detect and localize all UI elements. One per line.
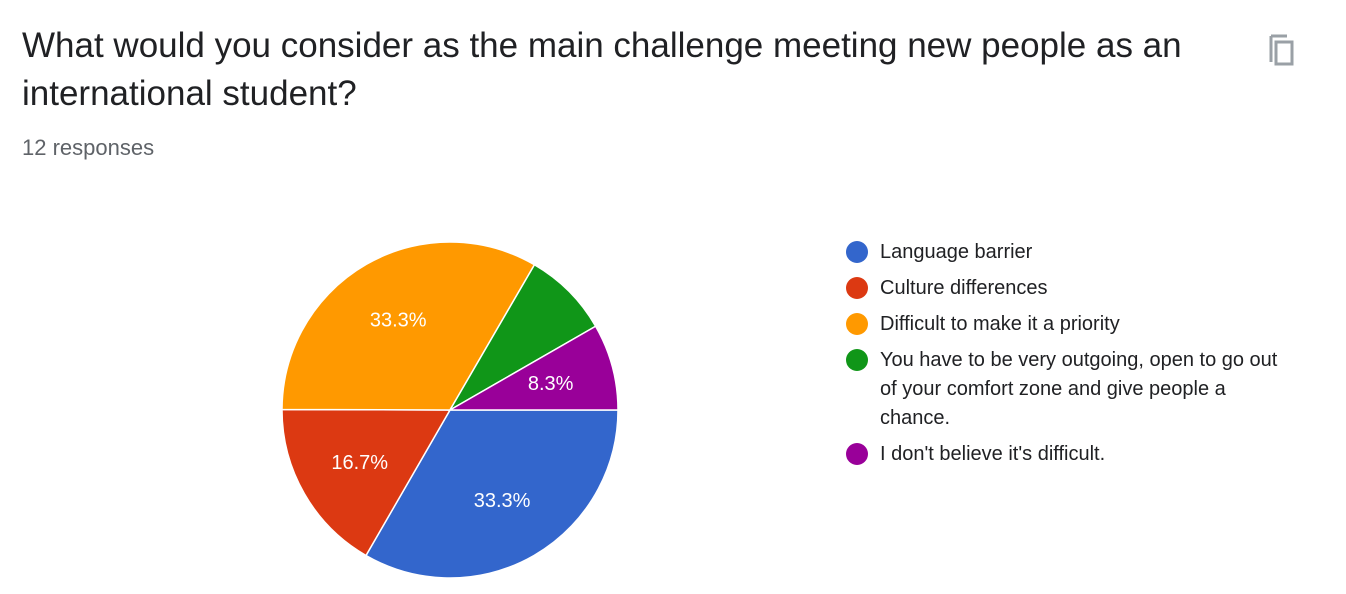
legend-label-2: Difficult to make it a priority bbox=[880, 313, 1120, 335]
legend-swatch-1 bbox=[846, 277, 868, 299]
pie-slice-4[interactable] bbox=[447, 325, 619, 411]
legend-label-1: Culture differences bbox=[880, 277, 1048, 299]
legend-swatch-2 bbox=[846, 313, 868, 335]
question-title: What would you consider as the main chal… bbox=[22, 26, 1182, 113]
pie-slice-2[interactable] bbox=[281, 241, 536, 411]
legend-item-0[interactable]: Language barrier bbox=[846, 238, 1286, 267]
legend-swatch-3 bbox=[846, 349, 868, 371]
legend-label-0: Language barrier bbox=[880, 241, 1033, 263]
legend-label-4: I don't believe it's difficult. bbox=[880, 443, 1106, 465]
legend-item-3[interactable]: You have to be very outgoing, open to go… bbox=[846, 346, 1286, 433]
slice-label-4: 8.3% bbox=[528, 373, 574, 395]
slice-label-0: 33.3% bbox=[474, 490, 531, 512]
slice-label-2: 33.3% bbox=[370, 310, 427, 332]
legend-label-3: You have to be very outgoing, open to go… bbox=[880, 349, 1278, 429]
pie-slice-3[interactable] bbox=[447, 263, 597, 413]
copy-icon[interactable] bbox=[1262, 30, 1296, 70]
slice-label-1: 16.7% bbox=[331, 452, 388, 474]
legend-swatch-0 bbox=[846, 241, 868, 263]
pie-slice-1[interactable] bbox=[281, 408, 452, 557]
pie-chart: 33.3% 16.7% 33.3% 8.3% bbox=[281, 241, 619, 579]
legend-swatch-4 bbox=[846, 443, 868, 465]
legend-item-1[interactable]: Culture differences bbox=[846, 274, 1286, 303]
response-count: 12 responses bbox=[22, 135, 155, 160]
pie-slice-0[interactable] bbox=[364, 409, 619, 579]
chart-legend: Language barrier Culture differences Diffi… bbox=[846, 238, 1286, 476]
legend-item-4[interactable]: I don't believe it's difficult. bbox=[846, 440, 1286, 469]
legend-item-2[interactable]: Difficult to make it a priority bbox=[846, 310, 1286, 339]
